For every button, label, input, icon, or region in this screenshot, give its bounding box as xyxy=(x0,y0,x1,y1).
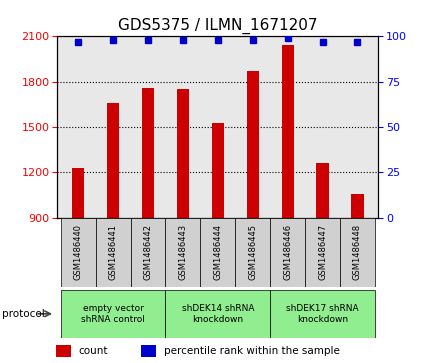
Text: GSM1486444: GSM1486444 xyxy=(213,224,222,280)
Text: shDEK17 shRNA
knockdown: shDEK17 shRNA knockdown xyxy=(286,304,359,324)
Text: GSM1486441: GSM1486441 xyxy=(109,224,117,280)
Bar xyxy=(177,89,189,218)
Bar xyxy=(55,345,71,357)
Text: GSM1486447: GSM1486447 xyxy=(318,224,327,280)
Text: count: count xyxy=(79,346,108,356)
Bar xyxy=(142,88,154,218)
Bar xyxy=(235,218,270,287)
Title: GDS5375 / ILMN_1671207: GDS5375 / ILMN_1671207 xyxy=(118,17,318,33)
Text: GSM1486448: GSM1486448 xyxy=(353,224,362,280)
Bar xyxy=(352,193,363,218)
Bar xyxy=(165,290,270,338)
Bar xyxy=(95,218,131,287)
Bar xyxy=(340,218,375,287)
Text: GSM1486442: GSM1486442 xyxy=(143,224,153,280)
Bar xyxy=(72,168,84,218)
Bar xyxy=(246,71,259,218)
Text: GSM1486440: GSM1486440 xyxy=(73,224,83,280)
Bar xyxy=(165,218,200,287)
Bar xyxy=(282,45,294,218)
Text: GSM1486443: GSM1486443 xyxy=(178,224,187,280)
Bar xyxy=(107,103,119,218)
Bar xyxy=(61,290,165,338)
Bar xyxy=(212,122,224,218)
Bar xyxy=(305,218,340,287)
Bar xyxy=(200,218,235,287)
Bar xyxy=(270,290,375,338)
Text: percentile rank within the sample: percentile rank within the sample xyxy=(164,346,340,356)
Bar xyxy=(141,345,156,357)
Bar xyxy=(270,218,305,287)
Bar xyxy=(316,163,329,218)
Bar xyxy=(131,218,165,287)
Text: protocol: protocol xyxy=(2,309,45,319)
Text: GSM1486445: GSM1486445 xyxy=(248,224,257,280)
Text: shDEK14 shRNA
knockdown: shDEK14 shRNA knockdown xyxy=(182,304,254,324)
Text: GSM1486446: GSM1486446 xyxy=(283,224,292,280)
Bar xyxy=(61,218,95,287)
Text: empty vector
shRNA control: empty vector shRNA control xyxy=(81,304,145,324)
